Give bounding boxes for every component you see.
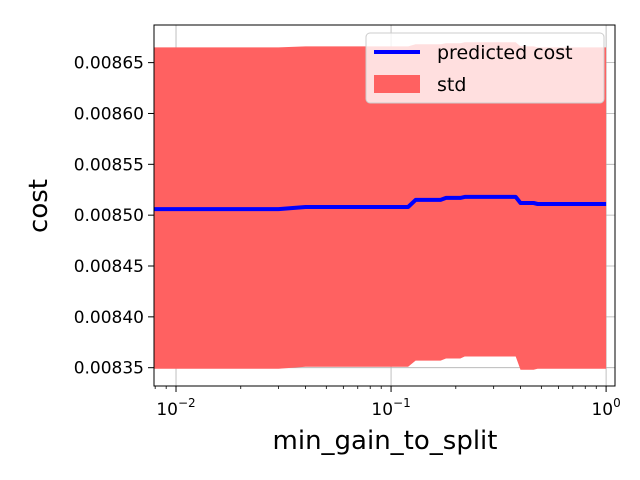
y-tick-label-4: 0.00855 (74, 155, 144, 175)
x-tick-label-2: 100 (591, 396, 620, 420)
plot-frame (153, 24, 616, 387)
x-tick-label-1: 10−1 (371, 396, 410, 420)
y-tick-label-3: 0.00850 (74, 206, 144, 226)
y-tick-label-5: 0.00860 (74, 104, 144, 124)
legend: predicted cost std (365, 32, 605, 104)
x-tick-label-0: 10−2 (156, 396, 195, 420)
y-axis-label: cost (24, 179, 54, 233)
y-tick-label-6: 0.00865 (74, 54, 144, 74)
y-tick-label-1: 0.00840 (74, 308, 144, 328)
y-tick-label-2: 0.00845 (74, 257, 144, 277)
legend-label-predicted-cost: predicted cost (437, 42, 573, 64)
line-group (154, 194, 607, 212)
y-tick-label-0: 0.00835 (74, 359, 144, 379)
legend-label-std: std (437, 74, 466, 96)
predicted-cost-line (154, 194, 607, 212)
legend-box (365, 32, 605, 104)
legend-band-swatch (374, 75, 420, 93)
x-axis-label: min_gain_to_split (273, 426, 498, 456)
ticks: 10−2 10−1 100 0.00835 0.00840 0.00845 0.00850 0… (74, 54, 621, 420)
